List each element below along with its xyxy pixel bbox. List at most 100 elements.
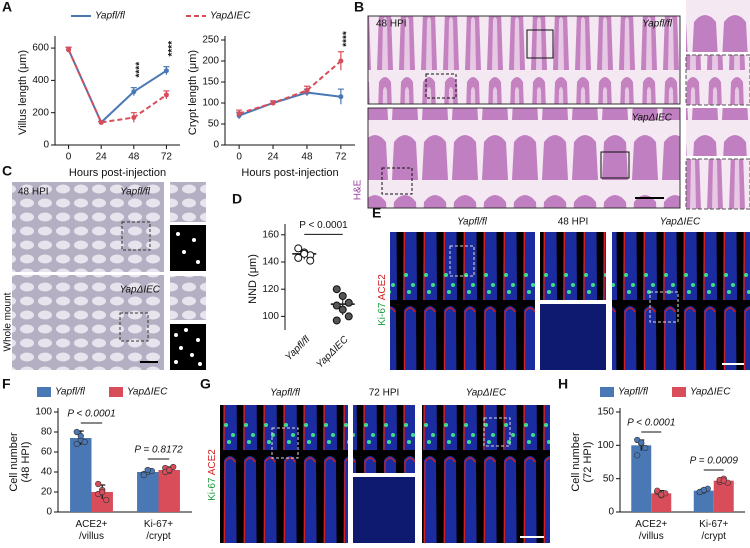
y-tick-label: 140 <box>262 257 279 268</box>
significance: **** <box>134 62 145 78</box>
x-tick-label: 48 <box>128 152 140 163</box>
point <box>236 111 242 116</box>
legend-label: Yapfl/fl <box>618 387 649 398</box>
point <box>140 471 147 479</box>
y-axis-label-line: (48 HPI) <box>20 442 32 483</box>
label: 48 HPI <box>558 217 589 228</box>
series-line <box>238 91 341 117</box>
y-tick-label: 400 <box>32 75 49 86</box>
legend-label: Yapfl/fl <box>95 11 126 22</box>
p-value: P < 0.0001 <box>627 418 675 429</box>
label: 48 HPI <box>376 19 407 30</box>
point <box>332 301 341 310</box>
label: YapΔIEC <box>466 388 507 399</box>
label: YapΔIEC <box>632 113 673 124</box>
y-tick-label: 250 <box>202 35 219 46</box>
panel-letter: F <box>2 376 11 392</box>
y-tick-label: 0 <box>43 140 49 151</box>
point <box>98 119 104 125</box>
point <box>163 68 169 74</box>
label: Yapfl/fl <box>642 19 673 30</box>
point <box>658 491 665 498</box>
fluorescence-image <box>220 405 348 543</box>
wholemount-image <box>12 182 164 272</box>
panel-letter: E <box>372 205 381 221</box>
label: Ki-67 ACE2 <box>207 449 218 501</box>
x-tick-label-line: ACE2+ <box>635 519 667 530</box>
y-tick-label: 100 <box>597 440 614 451</box>
point <box>304 87 310 93</box>
x-tick-label: YapΔIEC <box>314 334 351 371</box>
series-line <box>67 49 167 124</box>
wholemount-image <box>12 275 164 370</box>
y-tick-label: 0 <box>46 507 52 518</box>
x-tick-label-line: /villus <box>79 531 104 542</box>
point <box>166 466 173 474</box>
point <box>344 298 353 307</box>
point <box>73 428 80 436</box>
y-axis-label: Crypt length (μm) <box>187 50 199 135</box>
legend-label: YapΔIEC <box>210 11 251 22</box>
y-axis-label-line: Cell number <box>8 432 20 492</box>
x-tick-label-line: /crypt <box>702 531 727 542</box>
fluorescence-image <box>390 232 535 370</box>
point <box>163 92 169 98</box>
x-tick-label: 0 <box>236 152 242 163</box>
he-image <box>367 107 681 209</box>
point <box>294 253 303 262</box>
he-inset <box>686 108 750 156</box>
bar <box>70 438 92 512</box>
point <box>338 305 347 314</box>
legend-label: YapΔIEC <box>127 387 168 398</box>
x-tick-label-line: Ki-67+ <box>144 519 173 530</box>
point <box>131 89 137 95</box>
he-inset <box>685 54 750 106</box>
roi <box>271 427 299 459</box>
point <box>700 486 707 494</box>
point <box>338 292 347 300</box>
x-tick-label: ACE2+/villus <box>635 519 667 542</box>
legend-swatch <box>37 387 51 397</box>
y-axis-label: Cell number(48 HPI) <box>8 432 32 492</box>
bar <box>631 445 652 512</box>
he-inset <box>686 0 750 52</box>
inset <box>170 276 206 320</box>
x-tick-label-line: Ki-67+ <box>699 519 728 530</box>
bar <box>91 492 113 512</box>
y-tick-label: 160 <box>262 229 279 240</box>
roi <box>449 245 475 277</box>
point <box>95 480 102 488</box>
point <box>103 496 110 504</box>
y-axis-label-line: (72 HPI) <box>582 442 594 483</box>
bar <box>713 480 734 512</box>
label: H&E <box>353 179 364 200</box>
nnd-map <box>170 225 206 271</box>
x-tick-label: Ki-67+/crypt <box>144 519 173 542</box>
x-tick-label: 24 <box>96 152 108 163</box>
point <box>638 439 645 446</box>
panel-letter: B <box>354 0 364 15</box>
fluorescence-inset <box>540 304 606 370</box>
point <box>81 438 88 446</box>
point <box>720 477 727 484</box>
y-tick-label: 200 <box>202 56 219 67</box>
bar <box>158 470 180 512</box>
panel-letter: H <box>558 376 568 392</box>
x-tick-label: 0 <box>66 152 72 163</box>
point <box>634 452 641 459</box>
x-axis-label: Hours post-injection <box>69 167 166 179</box>
series-line <box>67 49 167 125</box>
y-tick-label: 150 <box>202 77 219 88</box>
he-image <box>367 15 681 105</box>
roi <box>600 151 630 179</box>
y-axis-label-line: Crypt length (μm) <box>187 50 199 135</box>
bar <box>651 493 672 512</box>
point <box>73 440 80 448</box>
x-tick-label: 72 <box>161 152 173 163</box>
x-tick-label: Ki-67+/crypt <box>699 519 728 542</box>
panel-letter: D <box>232 191 242 207</box>
point <box>77 432 84 440</box>
panel-letter: A <box>2 0 12 15</box>
